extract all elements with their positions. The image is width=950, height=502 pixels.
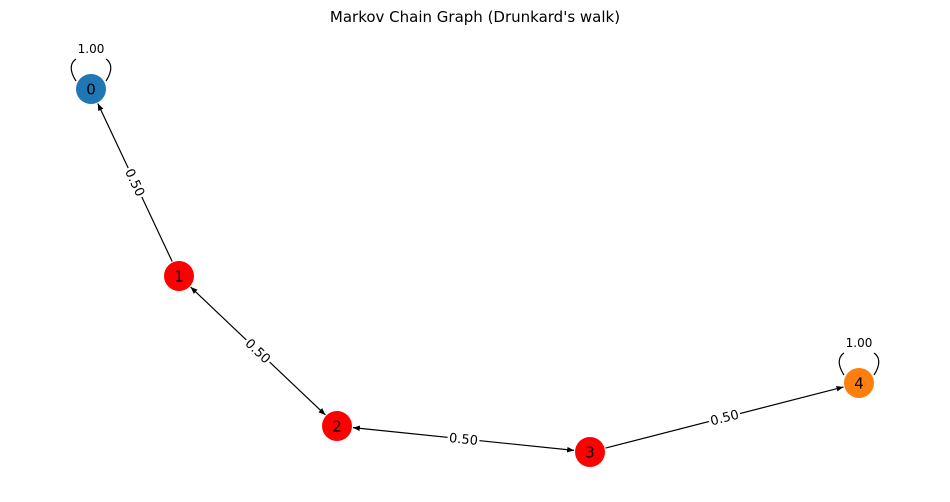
- self-loop-4: 1.00: [838, 336, 880, 376]
- nodes: 0 1 2 3 4: [76, 74, 874, 467]
- node-label: 0: [86, 81, 96, 99]
- node-circle: [844, 368, 874, 398]
- edge-label: 0.50: [448, 431, 478, 449]
- edge-2-3: 0.50: [352, 425, 575, 453]
- loop-arc-left: [838, 352, 845, 376]
- node-circle: [575, 437, 605, 467]
- node-label: 3: [585, 444, 595, 462]
- edge-label-background: [446, 429, 481, 449]
- self-loop-0: 1.00: [70, 42, 112, 82]
- edge-label-background: [120, 164, 150, 201]
- edge-3-4: 0.50: [605, 386, 844, 449]
- edge-1-0: 0.50: [97, 103, 173, 262]
- graph-title: Markov Chain Graph (Drunkard's walk): [330, 8, 620, 26]
- node-0: 0: [76, 74, 106, 104]
- edge-label-background: [707, 405, 742, 430]
- loop-arc-right: [105, 58, 112, 82]
- node-3: 3: [575, 437, 605, 467]
- edges: 0.50 0.50 0.50 0.50: [97, 103, 844, 453]
- loop-arc-left: [70, 58, 77, 82]
- node-circle: [322, 411, 352, 441]
- edge-label: 0.50: [121, 167, 147, 200]
- edge-label: 0.50: [709, 408, 741, 430]
- node-2: 2: [322, 411, 352, 441]
- node-label: 4: [854, 375, 864, 393]
- node-circle: [76, 74, 106, 104]
- loop-arc-right: [873, 352, 880, 376]
- node-label: 1: [174, 268, 184, 286]
- node-4: 4: [844, 368, 874, 398]
- edge-label-background: [240, 334, 276, 368]
- node-circle: [164, 261, 194, 291]
- node-1: 1: [164, 261, 194, 291]
- self-loop-label: 1.00: [78, 42, 105, 56]
- node-label: 2: [332, 418, 342, 436]
- self-loops: 1.00 1.00: [70, 42, 880, 376]
- edge-1-2: 0.50: [190, 286, 326, 416]
- self-loop-label: 1.00: [846, 336, 873, 350]
